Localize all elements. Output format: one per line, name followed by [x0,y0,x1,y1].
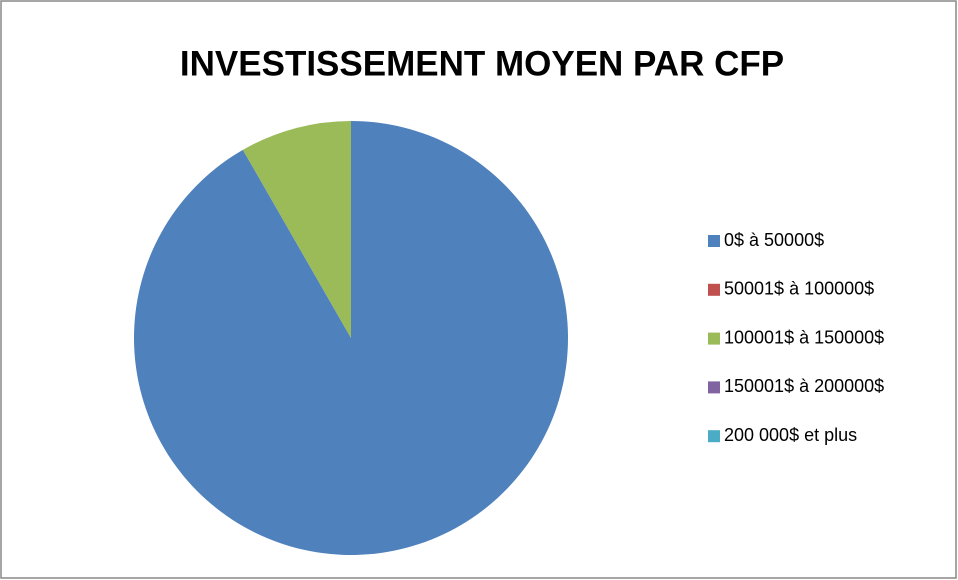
legend-swatch [708,381,720,394]
legend-label: 150001$ à 200000$ [724,376,884,396]
legend-swatch [708,235,720,247]
legend-label: 200 000$ et plus [724,425,857,445]
chart-title: INVESTISSEMENT MOYEN PAR CFP [180,44,784,83]
legend-label: 50001$ à 100000$ [724,279,874,299]
legend-swatch [708,283,720,296]
pie-slice [242,121,351,338]
legend-swatch [708,430,720,443]
legend-swatch [708,332,720,345]
legend-label: 100001$ à 150000$ [724,327,884,347]
legend-label: 0$ à 50000$ [724,230,824,250]
